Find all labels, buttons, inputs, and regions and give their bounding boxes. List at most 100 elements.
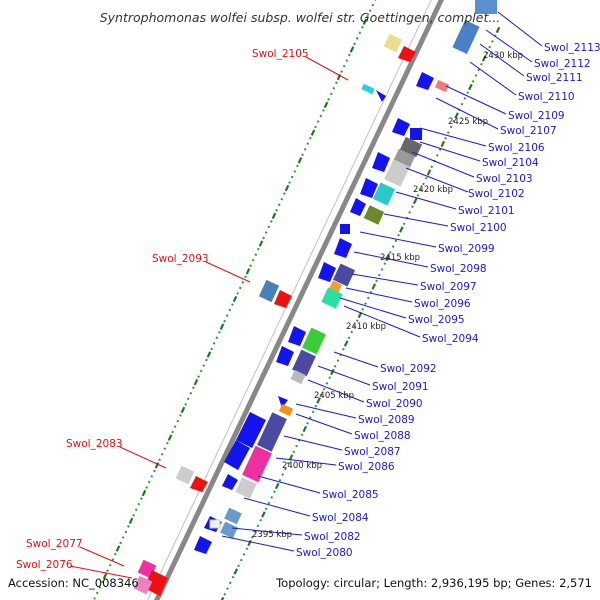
tick-mark: [145, 486, 148, 489]
tick-mark: [242, 553, 246, 556]
tick-mark: [480, 62, 483, 66]
tick-mark: [264, 507, 268, 511]
tick-mark: [236, 292, 239, 295]
tick-mark: [199, 369, 203, 373]
gene-label[interactable]: Swol_2110: [518, 91, 575, 103]
tick-mark: [345, 59, 349, 62]
tick-mark: [232, 295, 238, 303]
tick-mark: [332, 86, 336, 90]
gene-label[interactable]: Swol_2090: [366, 398, 423, 410]
gene-label[interactable]: Swol_2093: [152, 253, 209, 265]
tick-mark: [471, 79, 475, 83]
tick-mark: [278, 478, 282, 482]
tick-mark: [371, 283, 377, 290]
gene-label[interactable]: Swol_2098: [430, 263, 487, 275]
tick-mark: [319, 114, 323, 118]
gene-label[interactable]: Swol_2080: [296, 547, 353, 559]
gene-label[interactable]: Swol_2088: [354, 430, 411, 442]
tick-mark: [347, 336, 351, 340]
tick-mark: [166, 441, 169, 445]
gene-label[interactable]: Swol_2112: [534, 58, 591, 70]
gene-label[interactable]: Swol_2113: [544, 42, 600, 54]
tick-mark: [228, 308, 232, 312]
tick-mark: [257, 247, 260, 251]
gene-label[interactable]: Swol_2076: [16, 559, 73, 571]
tick-mark: [193, 378, 199, 386]
tick-mark: [308, 416, 312, 419]
tick-mark: [449, 125, 453, 129]
gene-label[interactable]: Swol_2101: [458, 205, 515, 217]
tick-mark: [296, 164, 299, 168]
tick-mark: [147, 480, 151, 484]
gene-label[interactable]: Swol_2087: [344, 446, 401, 458]
gene-label[interactable]: Swol_2092: [380, 363, 437, 375]
tick-mark: [444, 136, 447, 140]
gene-label[interactable]: Swol_2083: [66, 438, 123, 450]
reverse-gene-labels: Swol_2105 Swol_2093 Swol_2083 Swol_2077 …: [16, 48, 309, 571]
gene-label[interactable]: Swol_2103: [476, 173, 533, 185]
gene-label[interactable]: Swol_2102: [468, 188, 525, 200]
gene-label[interactable]: Swol_2100: [450, 222, 507, 234]
gene-label[interactable]: Swol_2096: [414, 298, 471, 310]
gene-label[interactable]: Swol_2104: [482, 157, 539, 169]
tick-mark: [460, 102, 464, 106]
gene-label[interactable]: Swol_2091: [372, 381, 429, 393]
tick-mark: [491, 40, 494, 43]
tick-mark: [128, 517, 134, 525]
gene-label[interactable]: Swol_2099: [438, 243, 495, 255]
tick-mark: [399, 226, 404, 233]
tick-mark: [160, 452, 164, 456]
tick-mark: [394, 239, 398, 243]
gene-label[interactable]: Swol_2084: [312, 512, 369, 524]
gene-label[interactable]: Swol_2089: [358, 414, 415, 426]
gene-label[interactable]: Swol_2086: [338, 461, 395, 473]
tick-mark: [202, 364, 206, 367]
tick-mark: [358, 31, 362, 35]
label-leaders-right: [221, 11, 543, 552]
gene-label[interactable]: Swol_2082: [304, 531, 361, 543]
gene-label[interactable]: Swol_2107: [500, 125, 557, 137]
gene-label[interactable]: Swol_2111: [526, 72, 583, 84]
tick-mark: [176, 419, 180, 423]
tick-mark: [343, 340, 349, 347]
tick-mark: [316, 397, 321, 404]
gene-label[interactable]: Swol_2109: [508, 110, 565, 122]
tick-mark: [241, 281, 245, 284]
topology-text: Topology: circular; Length: 2,936,195 bp…: [276, 576, 592, 590]
tick-mark: [237, 564, 240, 568]
tick-mark: [258, 240, 264, 247]
kbp-mark: 2405 kbp: [314, 391, 354, 401]
tick-mark: [306, 142, 310, 146]
tick-mark: [454, 112, 459, 119]
tick-mark: [419, 188, 423, 191]
tick-mark: [259, 518, 262, 522]
tick-mark: [327, 98, 330, 101]
tick-mark: [173, 425, 177, 428]
gene-label[interactable]: Swol_2106: [488, 142, 545, 154]
tick-mark: [102, 573, 108, 580]
tick-mark: [412, 197, 418, 205]
gene-label[interactable]: Swol_2077: [26, 538, 83, 550]
tick-mark: [137, 502, 141, 506]
gene-label[interactable]: Swol_2105: [252, 48, 309, 60]
tick-mark: [288, 181, 291, 184]
tick-mark: [348, 53, 351, 57]
tick-mark: [435, 154, 439, 157]
tick-mark: [430, 165, 434, 169]
tick-mark: [380, 268, 384, 271]
tick-mark: [314, 125, 317, 129]
tick-mark: [171, 430, 174, 434]
gene-label[interactable]: Swol_2095: [408, 314, 465, 326]
tick-mark: [275, 208, 278, 212]
gene-label[interactable]: Swol_2085: [322, 489, 379, 501]
gene-label[interactable]: Swol_2097: [420, 281, 477, 293]
tick-mark: [179, 414, 182, 417]
tick-mark: [303, 147, 307, 151]
inner-tick-track: [220, 26, 501, 600]
tick-mark: [270, 220, 273, 223]
tick-mark: [424, 176, 428, 180]
tick-mark: [355, 319, 359, 323]
tick-mark: [212, 342, 216, 345]
gene-label[interactable]: Swol_2094: [422, 333, 479, 345]
tick-mark: [256, 524, 260, 528]
